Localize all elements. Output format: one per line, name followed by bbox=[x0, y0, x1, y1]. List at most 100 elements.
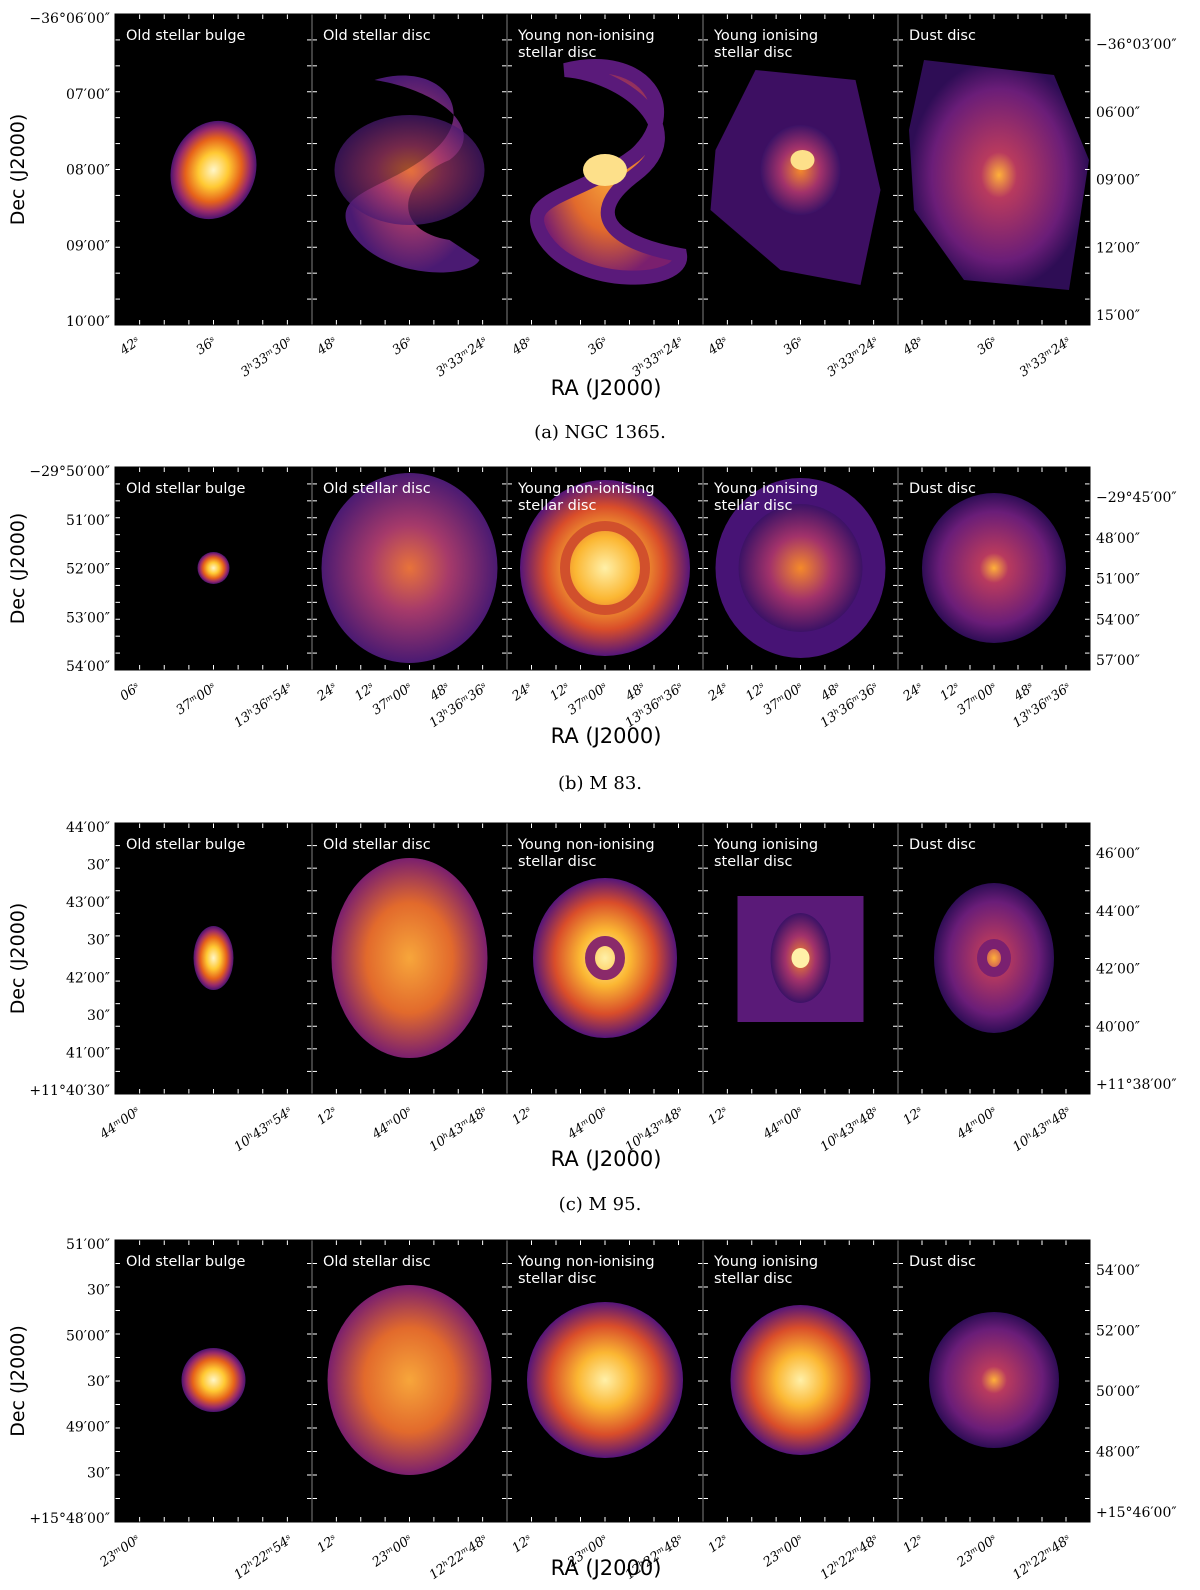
dec-tick-label: 06′00″ bbox=[1096, 105, 1140, 121]
dec-tick-label: 30″ bbox=[87, 858, 110, 874]
galaxy-blob bbox=[922, 493, 1066, 643]
dec-tick-label: +15°46′00″ bbox=[1096, 1505, 1177, 1521]
ra-tick-label: 3ʰ33ᵐ24ˢ bbox=[825, 334, 882, 380]
galaxy-blob bbox=[533, 878, 677, 1038]
dec-tick-label: 30″ bbox=[87, 1465, 110, 1481]
dec-tick-label: 42′00″ bbox=[66, 970, 110, 986]
dec-tick-label: 49′00″ bbox=[66, 1420, 110, 1436]
galaxy-blob bbox=[791, 948, 810, 968]
ra-tick-label: 12ʰ22ᵐ48ˢ bbox=[427, 1532, 491, 1583]
ra-tick-label: 36ˢ bbox=[585, 334, 611, 358]
dec-tick-label: 09′00″ bbox=[1096, 173, 1140, 189]
ra-tick-label: 37ᵐ00ˢ bbox=[761, 680, 807, 718]
ra-tick-label: 48ˢ bbox=[427, 680, 454, 705]
galaxy-blob bbox=[929, 1312, 1059, 1448]
ra-tick-label: 12ʰ22ᵐ48ˢ bbox=[818, 1532, 882, 1583]
dec-tick-label: 40′00″ bbox=[1096, 1019, 1140, 1035]
dec-tick-label: 07′00″ bbox=[66, 87, 110, 103]
dec-tick-label: 48′00″ bbox=[1096, 531, 1140, 547]
map-panel: Old stellar disc 12ˢ 44ᵐ00ˢ 10ʰ43ᵐ48ˢ bbox=[311, 823, 507, 1155]
ra-tick-label: 12ˢ bbox=[315, 1532, 341, 1556]
panel-title: stellar disc bbox=[518, 45, 596, 61]
arm-core bbox=[583, 154, 627, 186]
ra-tick-label: 12ʰ22ᵐ54ˢ bbox=[232, 1532, 296, 1583]
ra-tick-label: 12ˢ bbox=[510, 1104, 536, 1128]
galaxy-blob bbox=[585, 936, 625, 980]
dec-tick-label: 57′00″ bbox=[1096, 653, 1140, 669]
ra-tick-label: 12ˢ bbox=[901, 1532, 927, 1556]
panel-title: Young non-ionising bbox=[517, 1254, 655, 1270]
dec-tick-label: +11°40′30″ bbox=[29, 1083, 110, 1099]
panel-title: Old stellar disc bbox=[323, 28, 431, 44]
dec-tick-label: 53′00″ bbox=[66, 610, 110, 626]
ra-tick-label: 10ʰ43ᵐ48ˢ bbox=[818, 1104, 882, 1155]
panel-title: Old stellar bulge bbox=[126, 481, 246, 497]
disc-halo bbox=[334, 115, 485, 225]
galaxy-blob bbox=[977, 939, 1011, 977]
ra-tick-label: 23ᵐ00ˢ bbox=[369, 1532, 416, 1571]
map-panel: Old stellar bulge 06ˢ 37ᵐ00ˢ 13ʰ36ᵐ54ˢ bbox=[115, 467, 312, 731]
arm-blob bbox=[530, 59, 687, 285]
ra-tick-label: 37ᵐ00ˢ bbox=[954, 680, 1000, 718]
galaxy-blob bbox=[331, 858, 488, 1058]
ra-tick-label: 37ᵐ00ˢ bbox=[174, 680, 220, 718]
ra-tick-label: 48ˢ bbox=[818, 680, 845, 705]
dec-tick-label: +11°38′00″ bbox=[1096, 1077, 1177, 1093]
dec-tick-label: −36°03′00″ bbox=[1096, 37, 1177, 53]
dec-tick-label: 51′00″ bbox=[1096, 572, 1140, 588]
ra-tick-label: 3ʰ33ᵐ24ˢ bbox=[1017, 334, 1074, 380]
dec-tick-label: 48′00″ bbox=[1096, 1445, 1140, 1461]
dec-tick-label: 43′00″ bbox=[66, 895, 110, 911]
dec-tick-label: 52′00″ bbox=[66, 562, 110, 578]
row-frame bbox=[114, 13, 1091, 326]
dec-tick-label: 44′00″ bbox=[1096, 904, 1140, 920]
panel-title: Dust disc bbox=[909, 837, 976, 853]
map-panel: Old stellar bulge 44ᵐ00ˢ 10ʰ43ᵐ54ˢ bbox=[97, 823, 312, 1155]
row-frame bbox=[114, 822, 1091, 1095]
row-frame bbox=[114, 1239, 1091, 1523]
y-axis-label: Dec (J2000) bbox=[7, 114, 29, 226]
ra-tick-label: 42ˢ bbox=[117, 334, 144, 359]
dec-tick-label: 46′00″ bbox=[1096, 846, 1140, 862]
dec-tick-label: 54′00″ bbox=[1096, 612, 1140, 628]
ra-tick-label: 06ˢ bbox=[118, 680, 144, 704]
galaxy-blob bbox=[730, 1305, 871, 1455]
x-axis-label: RA (J2000) bbox=[551, 1147, 662, 1171]
ra-tick-label: 23ᵐ00ˢ bbox=[760, 1532, 807, 1571]
ra-tick-label: 44ᵐ00ˢ bbox=[564, 1104, 611, 1143]
subfigure-caption: (a) NGC 1365. bbox=[534, 422, 666, 443]
dec-tick-label: 50′00″ bbox=[1096, 1384, 1140, 1400]
ra-tick-label: 36ˢ bbox=[194, 334, 220, 358]
panel-title: stellar disc bbox=[714, 1271, 792, 1287]
panel-title: Old stellar disc bbox=[323, 837, 431, 853]
dec-tick-label: −29°45′00″ bbox=[1096, 490, 1177, 506]
ion-core bbox=[790, 150, 815, 170]
dec-tick-label: 30″ bbox=[87, 1008, 110, 1024]
ra-tick-label: 13ʰ36ᵐ54ˢ bbox=[232, 680, 296, 731]
panel-title: stellar disc bbox=[714, 854, 792, 870]
galaxy-blob bbox=[327, 1285, 492, 1475]
x-axis-label: RA (J2000) bbox=[551, 1556, 662, 1580]
ra-tick-label: 36ˢ bbox=[390, 334, 416, 358]
dec-tick-label: 54′00″ bbox=[66, 659, 110, 675]
ra-tick-label: 12ˢ bbox=[938, 680, 964, 704]
dec-tick-label: 08′00″ bbox=[66, 163, 110, 179]
map-panel: Dust disc 12ˢ 44ᵐ00ˢ 10ʰ43ᵐ48ˢ bbox=[897, 823, 1090, 1155]
y-axis-label: Dec (J2000) bbox=[7, 1325, 29, 1437]
panel-title: stellar disc bbox=[714, 45, 792, 61]
dec-tick-label: 30″ bbox=[87, 933, 110, 949]
ion-blob bbox=[760, 125, 841, 215]
ra-tick-label: 36ˢ bbox=[975, 334, 1001, 358]
dec-tick-label: −36°06′00″ bbox=[29, 11, 110, 27]
galaxy-blob bbox=[321, 473, 498, 663]
galaxy-blob bbox=[520, 480, 690, 656]
panel-title: Dust disc bbox=[909, 28, 976, 44]
dec-tick-label: 12′00″ bbox=[1096, 240, 1140, 256]
